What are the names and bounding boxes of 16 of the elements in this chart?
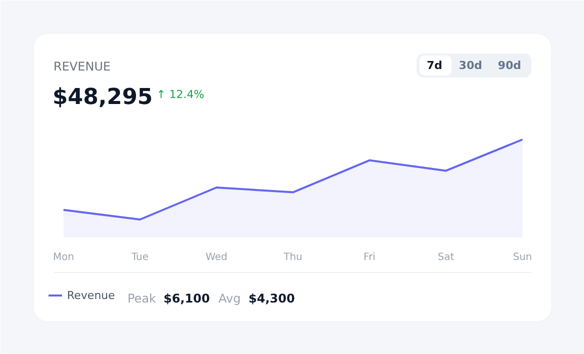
text: 30d bbox=[458, 59, 482, 72]
text: 90d bbox=[498, 59, 522, 72]
text: Peak $6,100 bbox=[128, 292, 210, 306]
x-tick-label: Mon bbox=[52, 252, 74, 263]
chart-title: REVENUE bbox=[54, 60, 111, 74]
text: 7d bbox=[426, 59, 442, 72]
x-tick-label: Thu bbox=[282, 252, 302, 263]
x-tick-label: Sun bbox=[512, 252, 532, 263]
x-tick-label: Sat bbox=[438, 252, 454, 263]
chart-subtitle: $48,295 bbox=[52, 85, 153, 110]
text: Avg $4,300 bbox=[218, 292, 295, 306]
x-tick-label: Fri bbox=[364, 252, 376, 263]
x-tick-label: Tue bbox=[130, 252, 149, 263]
x-tick-label: Wed bbox=[206, 252, 228, 263]
legend-label: Revenue bbox=[67, 288, 115, 302]
text: ↑ 12.4% bbox=[156, 88, 204, 101]
